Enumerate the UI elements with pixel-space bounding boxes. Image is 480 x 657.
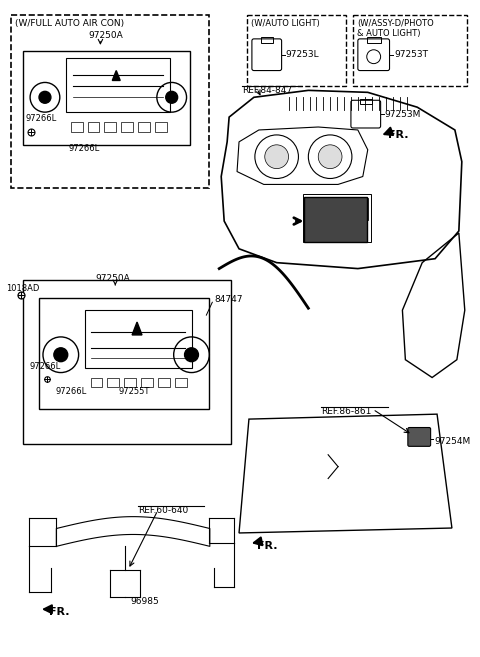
Text: 97253T: 97253T [395,50,429,59]
Text: FR.: FR. [49,607,70,617]
Bar [12,15,209,189]
Circle shape [318,145,342,169]
Circle shape [349,220,367,238]
Text: REF.60-640: REF.60-640 [138,507,188,515]
Text: (W/FULL AUTO AIR CON): (W/FULL AUTO AIR CON) [15,19,124,28]
Text: FR.: FR. [387,130,408,140]
Bar [138,122,150,132]
Bar [304,197,367,242]
Text: 1018AD: 1018AD [6,284,40,294]
Text: 97250A: 97250A [96,273,130,283]
Text: FR.: FR. [257,541,277,551]
FancyBboxPatch shape [408,428,431,446]
Bar [360,99,372,104]
Bar [306,198,368,220]
Bar [124,378,136,388]
FancyBboxPatch shape [358,39,390,70]
Bar [141,378,153,388]
Text: 97266L: 97266L [25,114,57,123]
Circle shape [54,348,68,361]
Circle shape [255,135,299,179]
Text: 97266L: 97266L [56,388,87,396]
Bar [39,298,209,409]
Polygon shape [132,322,142,335]
Bar [158,378,170,388]
Bar [71,122,83,132]
Text: 97253L: 97253L [286,50,319,59]
Bar [66,58,170,112]
Bar [87,122,99,132]
Circle shape [166,91,178,103]
Bar [247,15,346,87]
Text: 96985: 96985 [130,597,159,606]
Text: 84747: 84747 [214,296,243,304]
Bar [104,122,116,132]
Bar [23,51,190,145]
Bar [121,122,133,132]
Circle shape [185,348,198,361]
Bar [155,122,167,132]
Bar [353,15,467,87]
Text: & AUTO LIGHT): & AUTO LIGHT) [357,29,420,38]
Text: REF.84-847: REF.84-847 [242,87,292,95]
Bar [303,194,371,242]
Polygon shape [112,70,120,80]
Bar [261,37,273,43]
Text: 97266L: 97266L [69,144,100,153]
Circle shape [39,91,51,103]
Bar [23,281,231,444]
Circle shape [305,220,323,238]
Bar [108,378,119,388]
Text: 97254M: 97254M [434,437,470,446]
Text: 97255T: 97255T [118,388,150,396]
Text: 97253M: 97253M [384,110,421,119]
Bar [84,310,192,368]
Text: 97266L: 97266L [29,361,60,371]
Circle shape [265,145,288,169]
Bar [367,37,381,43]
FancyBboxPatch shape [252,39,282,70]
FancyBboxPatch shape [351,101,381,128]
Text: (W/ASSY-D/PHOTO: (W/ASSY-D/PHOTO [357,19,433,28]
Text: REF.86-861: REF.86-861 [321,407,372,417]
Text: (W/AUTO LIGHT): (W/AUTO LIGHT) [251,19,320,28]
Circle shape [308,135,352,179]
Text: 97250A: 97250A [88,31,123,40]
Bar [91,378,102,388]
Bar [175,378,187,388]
